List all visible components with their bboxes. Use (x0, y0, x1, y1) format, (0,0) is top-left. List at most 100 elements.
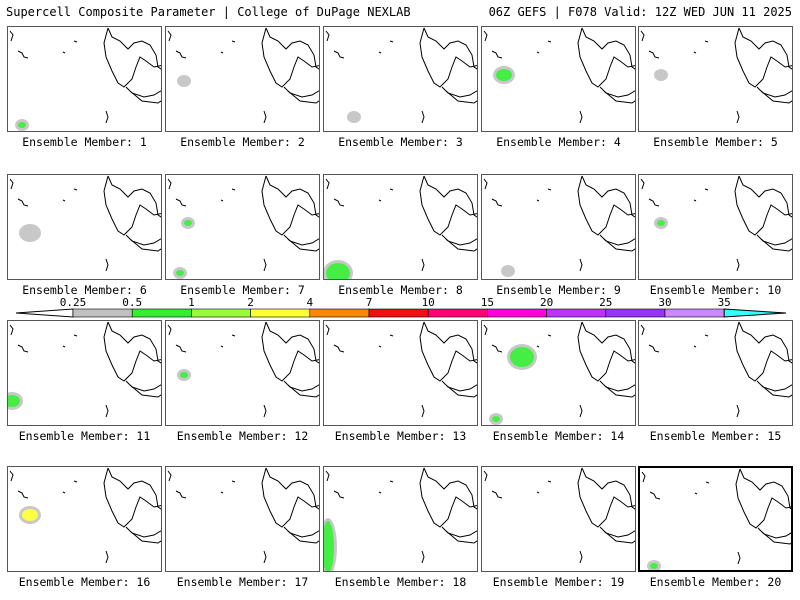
coastline (641, 471, 646, 483)
map-frame (7, 320, 162, 426)
map-svg (167, 27, 319, 124)
map-frame (7, 466, 162, 572)
coastline (9, 470, 14, 482)
coastline (231, 40, 236, 43)
member-label: Ensemble Member: 1 (22, 135, 147, 149)
coastline (220, 491, 224, 494)
coastline (167, 324, 172, 336)
coastline (734, 321, 792, 382)
colorbar-over (723, 308, 787, 318)
coastline (261, 467, 319, 528)
ensemble-member-10: Ensemble Member: 10 (638, 174, 793, 297)
member-label: Ensemble Member: 5 (653, 135, 778, 149)
ensemble-member-9: Ensemble Member: 9 (481, 174, 636, 297)
scp-contour (326, 263, 350, 279)
ensemble-member-18: Ensemble Member: 18 (323, 466, 478, 589)
coastline (333, 198, 345, 207)
coastline (265, 27, 319, 70)
scp-contour (18, 122, 26, 128)
coastline (62, 345, 66, 348)
coastline (325, 178, 330, 190)
coastline (483, 324, 488, 336)
coastline (107, 27, 161, 70)
member-label: Ensemble Member: 18 (334, 575, 467, 589)
map-frame (323, 174, 478, 280)
member-label: Ensemble Member: 19 (492, 575, 625, 589)
coastline (421, 258, 425, 272)
coastline (603, 530, 635, 544)
colorbar-segment (72, 308, 133, 318)
map-svg (167, 321, 319, 418)
map-frame (638, 26, 793, 132)
scp-contour (496, 69, 512, 81)
coastline (491, 50, 503, 59)
scp-contour (650, 563, 658, 569)
coastline (231, 188, 236, 191)
coastline (107, 467, 161, 510)
member-label: Ensemble Member: 12 (176, 429, 309, 443)
map-svg (640, 27, 792, 124)
colorbar-tick-label: 4 (306, 296, 313, 309)
member-label: Ensemble Member: 8 (338, 283, 463, 297)
coastline (648, 344, 660, 353)
ensemble-member-5: Ensemble Member: 5 (638, 26, 793, 149)
map-frame (323, 320, 478, 426)
coastline (231, 480, 236, 483)
ensemble-member-1: Ensemble Member: 1 (7, 26, 162, 149)
coastline (603, 238, 635, 252)
coastline (736, 258, 740, 272)
colorbar-segment (191, 308, 251, 318)
coastline (389, 40, 394, 43)
coastline (389, 480, 394, 483)
coastline (761, 531, 791, 545)
map-svg (324, 175, 477, 279)
ensemble-member-13: Ensemble Member: 13 (323, 320, 478, 443)
coastline (693, 199, 697, 202)
ensemble-member-20: Ensemble Member: 20 (638, 466, 793, 589)
coastline (547, 40, 552, 43)
coastline (760, 90, 792, 104)
coastline (105, 110, 109, 124)
coastline (287, 238, 319, 252)
map-frame (323, 466, 478, 572)
colorbar-segment (368, 308, 429, 318)
ensemble-member-4: Ensemble Member: 4 (481, 26, 636, 149)
coastline (167, 470, 172, 482)
member-label: Ensemble Member: 15 (649, 429, 782, 443)
map-svg (324, 467, 477, 571)
coastline (734, 175, 792, 236)
colorbar-segment (605, 308, 666, 318)
member-label: Ensemble Member: 20 (649, 575, 782, 589)
coastline (175, 198, 187, 207)
coastline (265, 321, 319, 364)
scp-halo (347, 111, 361, 123)
coastline (129, 384, 161, 398)
coastline (378, 51, 382, 54)
coastline (445, 384, 477, 398)
coastline (536, 51, 540, 54)
ensemble-member-19: Ensemble Member: 19 (481, 466, 636, 589)
coastline (103, 321, 161, 382)
ensemble-member-12: Ensemble Member: 12 (165, 320, 320, 443)
scp-contour (184, 220, 192, 226)
coastline (547, 334, 552, 337)
coastline (175, 344, 187, 353)
map-svg (483, 321, 635, 425)
map-svg (9, 27, 161, 131)
colorbar-tick-label: 0.5 (122, 296, 142, 309)
colorbar-legend: 0.25 0.5 1 2 4 7 10 15 20 25 30 35 (15, 296, 787, 318)
ensemble-member-3: Ensemble Member: 3 (323, 26, 478, 149)
map-frame (165, 466, 320, 572)
colorbar-tick-label: 20 (540, 296, 553, 309)
coastline (640, 30, 645, 42)
coastline (231, 334, 236, 337)
ensemble-member-7: Ensemble Member: 7 (165, 174, 320, 297)
coastline (579, 550, 583, 564)
coastline (103, 467, 161, 528)
map-svg (9, 467, 161, 564)
coastline (419, 467, 477, 528)
scp-contour (324, 521, 334, 571)
map-title: Supercell Composite Parameter | College … (6, 5, 411, 19)
coastline (704, 188, 709, 191)
